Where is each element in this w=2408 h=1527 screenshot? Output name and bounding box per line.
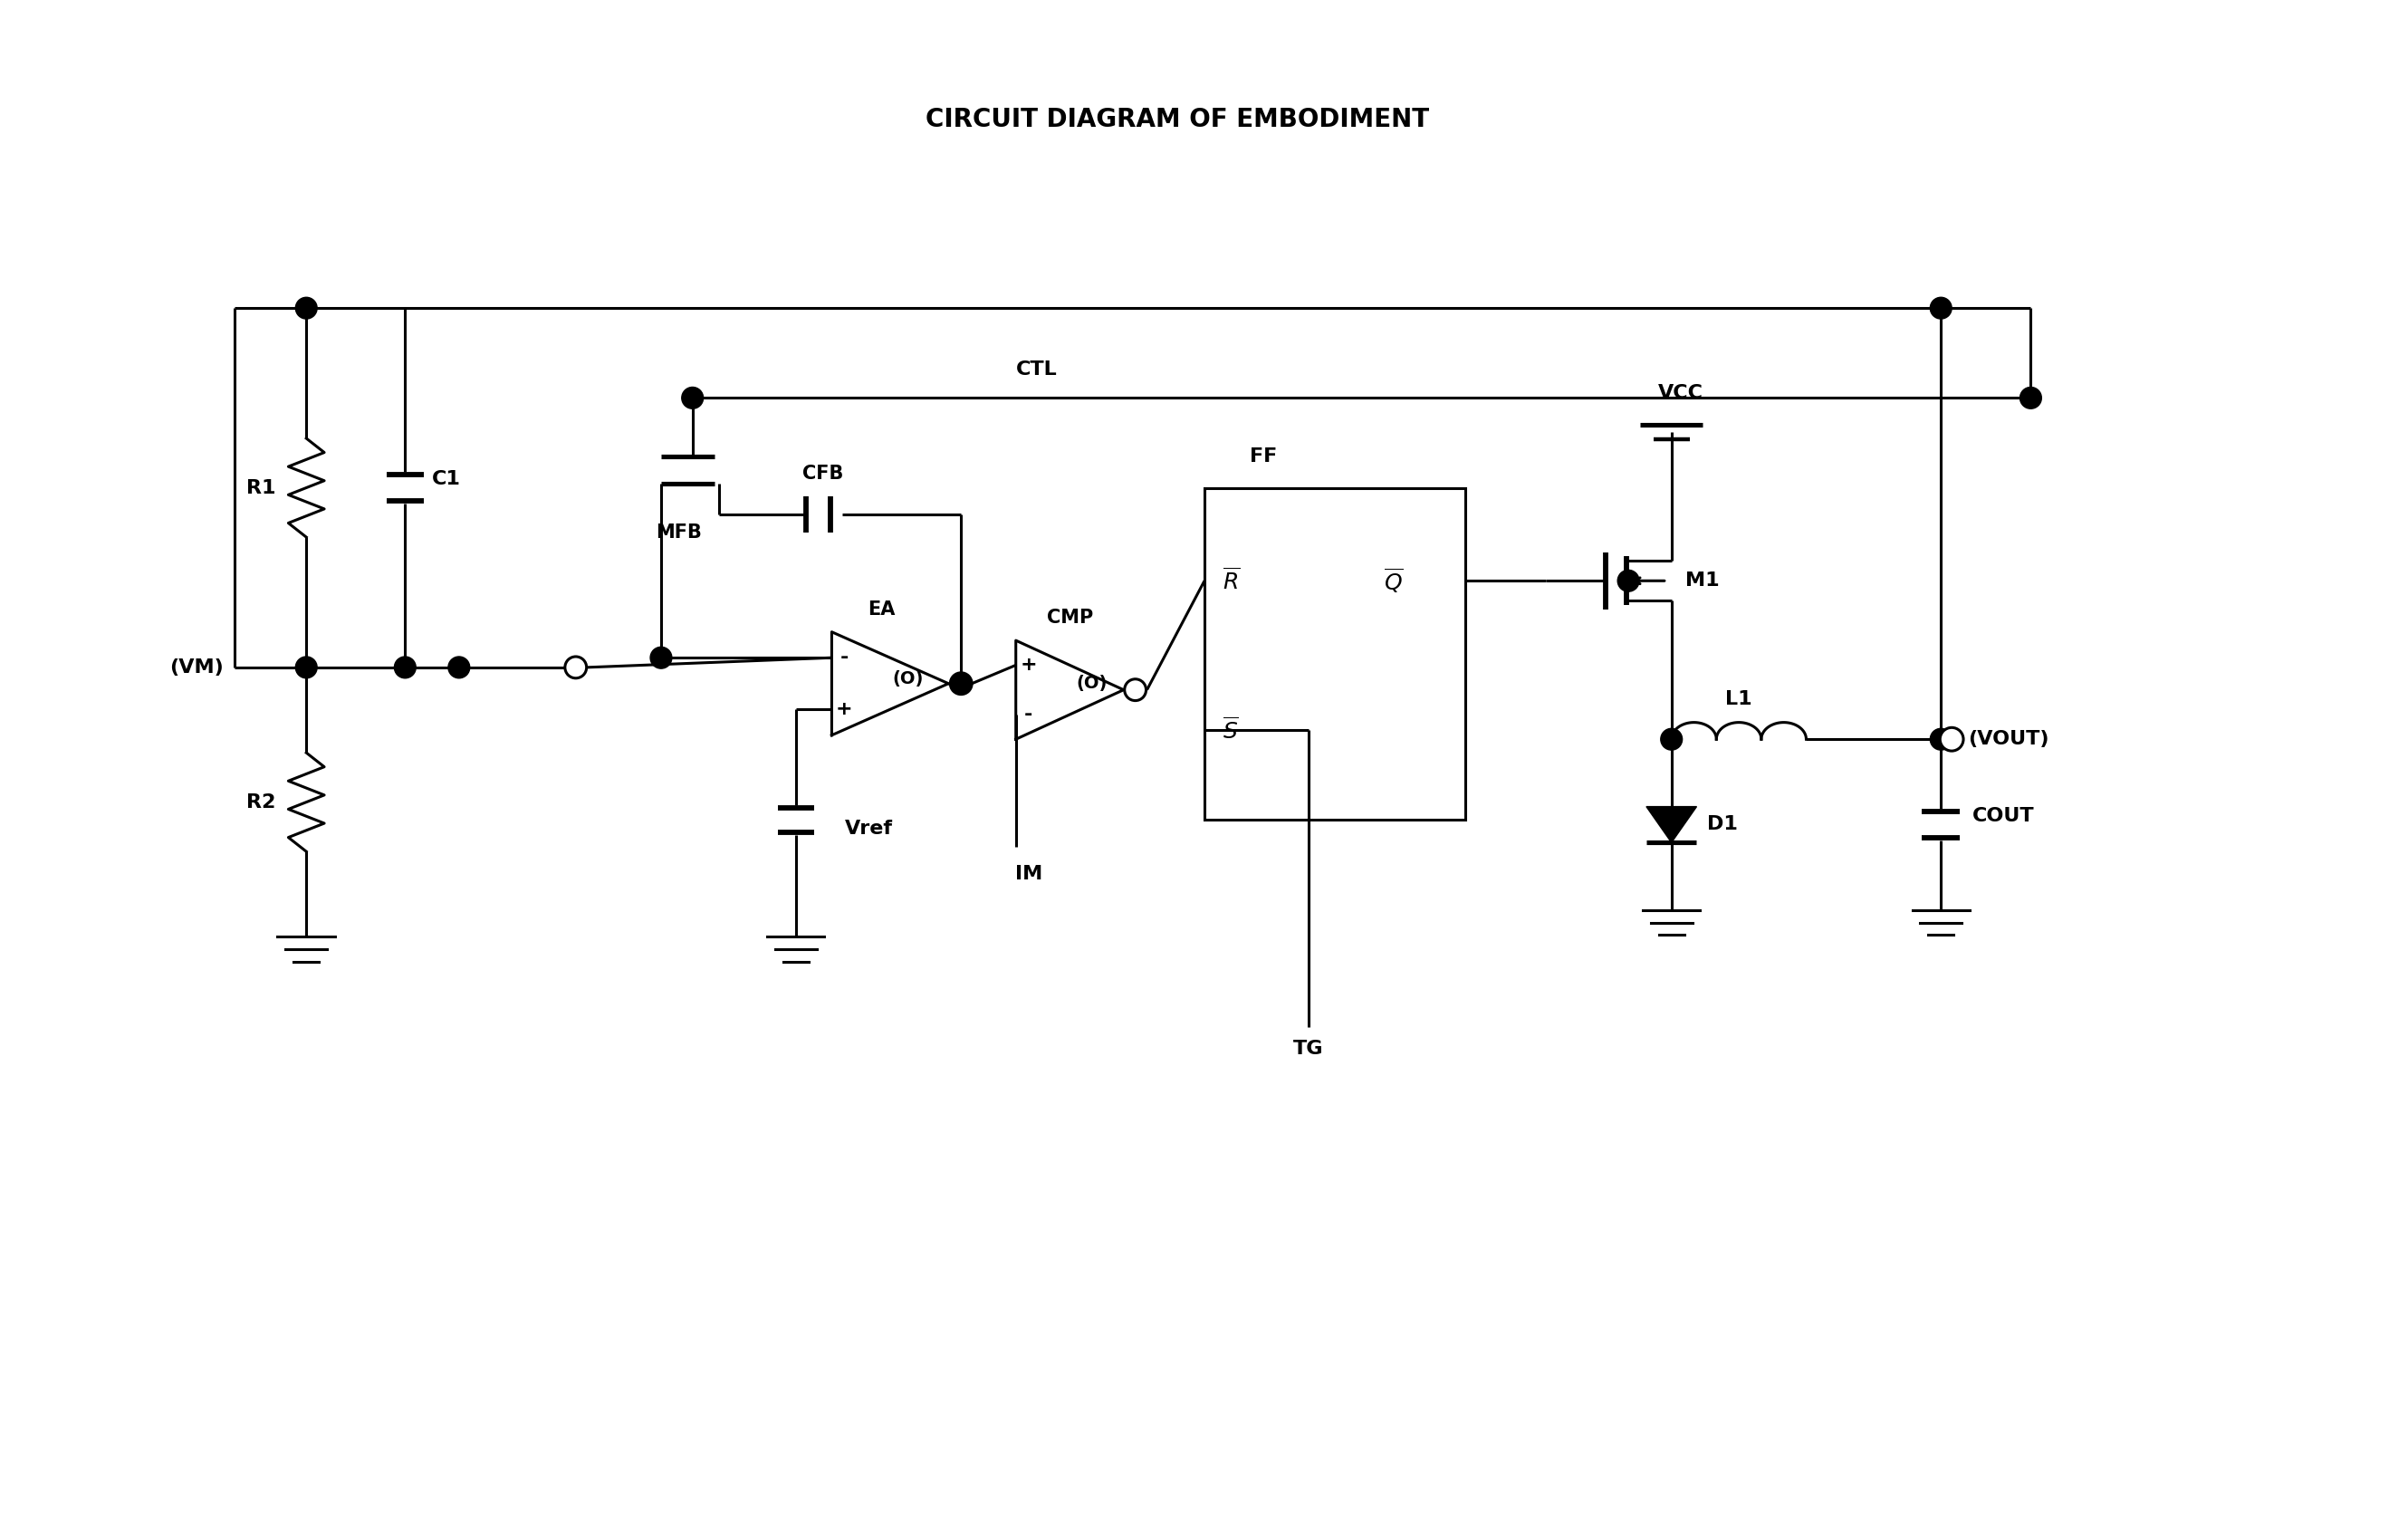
Text: TG: TG	[1293, 1040, 1324, 1058]
Text: CTL: CTL	[1016, 360, 1057, 379]
Text: (VM): (VM)	[169, 658, 224, 676]
Text: VCC: VCC	[1657, 385, 1702, 403]
Circle shape	[566, 657, 588, 678]
Circle shape	[650, 647, 672, 669]
Circle shape	[395, 657, 417, 678]
Text: L1: L1	[1727, 690, 1753, 709]
Text: CIRCUIT DIAGRAM OF EMBODIMENT: CIRCUIT DIAGRAM OF EMBODIMENT	[925, 107, 1430, 133]
Circle shape	[296, 298, 318, 319]
Circle shape	[681, 388, 703, 409]
Circle shape	[1662, 728, 1683, 750]
Circle shape	[1125, 680, 1146, 701]
Text: M1: M1	[1686, 571, 1719, 589]
Text: $\overline{S}$: $\overline{S}$	[1223, 718, 1238, 744]
Text: (VOUT): (VOUT)	[1967, 730, 2049, 748]
Text: D1: D1	[1707, 815, 1739, 834]
Circle shape	[951, 673, 973, 695]
Bar	[1204, 487, 1464, 820]
Text: $\overline{R}$: $\overline{R}$	[1223, 568, 1240, 594]
Text: (O): (O)	[893, 670, 925, 687]
Text: COUT: COUT	[1972, 806, 2035, 825]
Text: FF: FF	[1250, 447, 1276, 466]
Text: $\overline{Q}$: $\overline{Q}$	[1385, 567, 1404, 596]
Text: R1: R1	[246, 478, 277, 496]
Circle shape	[1941, 727, 1963, 751]
Text: Vref: Vref	[845, 820, 893, 838]
Polygon shape	[1647, 806, 1698, 843]
Text: IM: IM	[1016, 864, 1043, 883]
Text: R2: R2	[246, 793, 277, 811]
Circle shape	[951, 673, 973, 695]
Text: EA: EA	[867, 600, 896, 618]
Circle shape	[1618, 570, 1640, 591]
Circle shape	[2020, 388, 2042, 409]
Text: (O): (O)	[1076, 675, 1108, 692]
Circle shape	[1931, 728, 1953, 750]
Text: -: -	[1023, 705, 1033, 724]
Text: CFB: CFB	[802, 464, 843, 483]
Text: +: +	[1021, 657, 1038, 675]
Text: CMP: CMP	[1047, 609, 1093, 628]
Text: C1: C1	[431, 470, 460, 487]
Circle shape	[448, 657, 470, 678]
Text: +: +	[836, 701, 852, 718]
Text: MFB: MFB	[655, 524, 703, 542]
Circle shape	[296, 657, 318, 678]
Circle shape	[1931, 298, 1953, 319]
Text: -: -	[840, 649, 848, 667]
